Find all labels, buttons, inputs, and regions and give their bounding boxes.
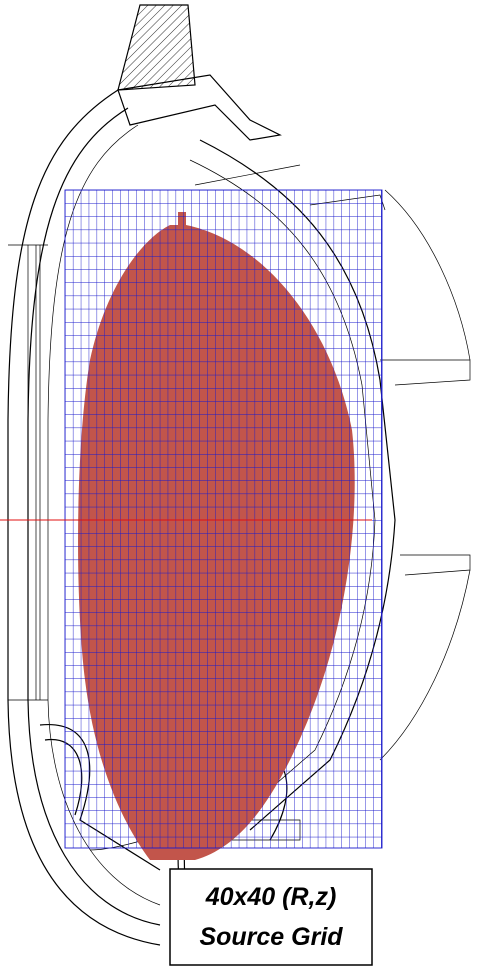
label-line: Source Grid [199,923,343,951]
top-port [118,5,195,90]
page: 40x40 (R,z) Source Grid (() => { const d… [0,0,480,971]
label-line: 40x40 (R,z) [205,883,337,911]
source-grid [65,190,382,848]
center-column [28,245,40,700]
outer-ports [380,190,470,760]
tokamak-diagram: 40x40 (R,z) Source Grid [0,0,480,971]
